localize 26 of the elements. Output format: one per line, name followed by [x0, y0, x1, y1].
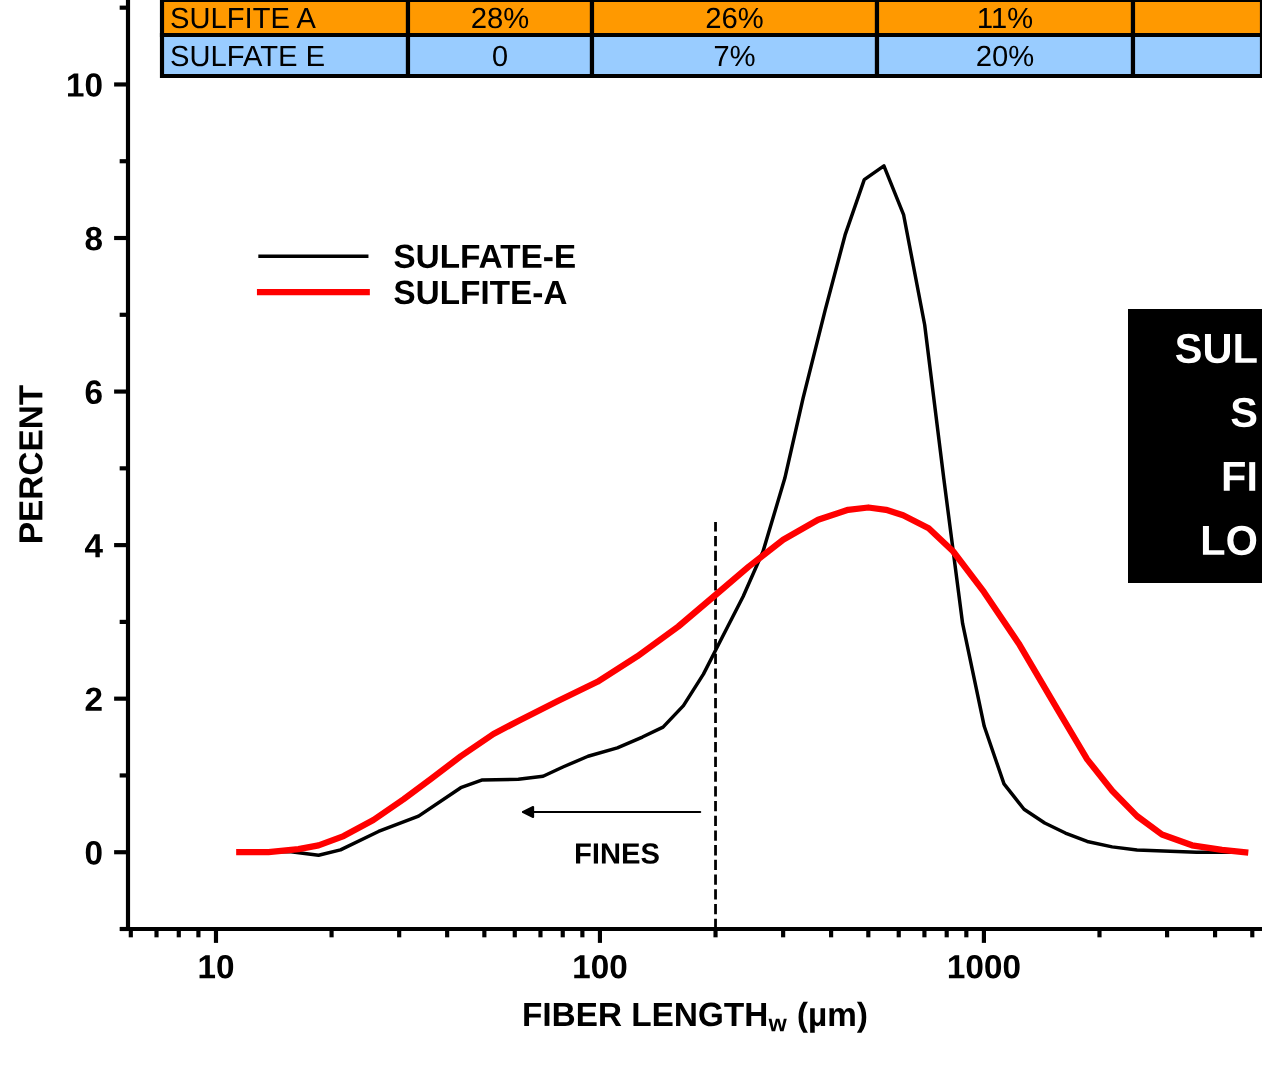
annotation: 11%: [979, 7, 1033, 29]
y-tick-label: 0: [85, 841, 102, 865]
annotation: 26%: [706, 7, 763, 29]
annotation: SULFATE E: [171, 45, 324, 67]
y-tick-label: 2: [85, 687, 102, 711]
annotation: LO: [1202, 525, 1257, 556]
y-axis-title: PERCENT: [19, 385, 43, 542]
annotation: 7%: [714, 45, 755, 67]
annotation: SULFITE A: [171, 7, 316, 29]
annotation: 0: [493, 45, 507, 67]
x-axis-title: FIBER LENGTH$_{w}$ (µm): [524, 1001, 867, 1033]
y-tick-label: 6: [85, 380, 102, 404]
x-tick-label: 10: [199, 954, 234, 979]
annotation: 28%: [472, 7, 529, 29]
y-tick-label: 10: [68, 73, 102, 97]
annotation: FI: [1223, 462, 1256, 491]
x-tick-label: 100: [574, 954, 627, 979]
legend-label: SULFITE-A: [394, 280, 567, 305]
y-tick-label: 4: [84, 534, 103, 558]
annotation: S: [1231, 397, 1257, 428]
annotation: 20%: [977, 45, 1034, 67]
x-tick-label: 1000: [948, 954, 1020, 979]
legend-label: SULFATE-E: [394, 244, 575, 269]
y-tick-label: 8: [85, 226, 102, 251]
annotation: SUL: [1175, 333, 1257, 364]
annotation: FINES: [576, 843, 659, 864]
